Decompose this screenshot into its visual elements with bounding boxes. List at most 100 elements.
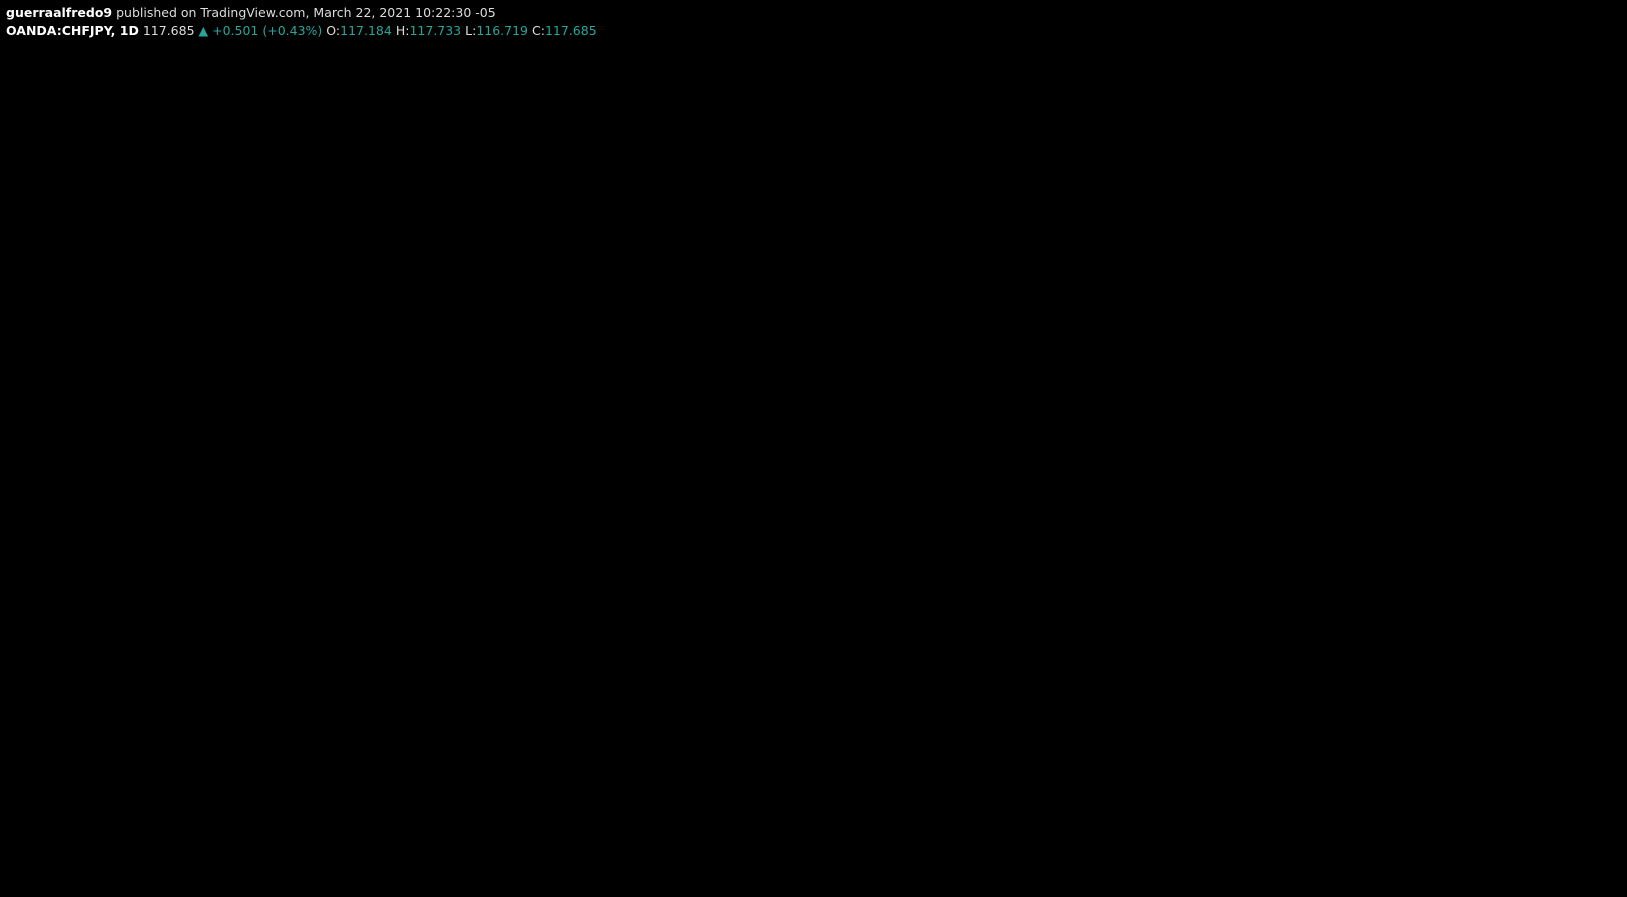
watermark-sub: Swiss Franc / Japanese Yen [474,448,1035,497]
candle-body [422,363,429,387]
watermark: CHFJPY, 1D [522,314,1077,431]
price-tag-label: 115.880 [1505,503,1549,514]
price-tag-label: 116.492 [1505,430,1548,441]
candle-body [968,470,975,482]
candle-body [941,434,948,471]
candle-body [633,398,640,423]
candle-body [704,374,711,387]
y-tick-label: 117.000 [1514,370,1555,381]
footer-bar [0,830,1627,897]
candle-body [1021,291,1027,304]
candle-body [801,303,807,340]
position-box [1064,310,1153,474]
candle-body [317,707,323,720]
candle-body [730,327,737,387]
candle-body [642,422,649,447]
candle-body [149,529,156,601]
candle-body [185,505,191,542]
zone [6,247,1154,307]
annotation: 2 [856,80,880,124]
o-value: 117.184 [340,23,392,38]
x-tick-label: 17 [1411,810,1424,821]
candle-body [431,351,438,387]
price-tag [1506,433,1554,446]
price-tag-label: 117.653 [1505,292,1548,303]
candle-body [475,303,482,387]
candle-body [237,624,244,673]
candle-body [413,363,420,399]
x-tick-label: 2021 [563,810,588,821]
candle-body [739,363,746,387]
candle-body [325,695,332,708]
last: 117.685 [142,23,195,38]
position-box [975,448,1045,518]
candle-body [211,636,218,696]
y-tick-label: 115.000 [1514,608,1555,619]
candle-body [906,351,913,375]
candle-body [202,588,209,637]
candle-body [669,363,675,387]
candle-body [132,553,139,566]
candle-body [105,481,112,518]
price-tag [1506,499,1554,512]
candle-body [713,339,719,387]
l-value: 116.719 [476,23,529,38]
candle-body [827,196,834,257]
candle-body [809,279,816,304]
price-tag [1506,457,1554,470]
x-tick-label: 15 [1013,810,1026,821]
candle-body [35,541,42,578]
candle-body [123,505,130,554]
x-tick-label: Apr [1125,810,1143,821]
position-box [1064,228,1153,310]
candle-body [281,612,288,637]
candle-body [387,434,394,518]
candle-body [686,351,693,411]
candle-body [783,351,790,375]
position-box [878,145,948,290]
candle-body [959,470,966,494]
candle-body [466,303,473,340]
candle-body [616,339,623,375]
candle-body [774,351,781,375]
candle-body [765,374,772,423]
y-tick-label: 114.200 [1514,703,1555,714]
candle-body [369,588,376,613]
candle-body [598,315,605,387]
price-tag [1506,444,1554,457]
h-value: 117.733 [409,23,462,38]
price-tag-label: 117.921 [1505,260,1548,271]
x-tick-label: 18 [660,810,673,821]
price-tag [1506,502,1554,515]
x-tick-label: 15 [837,810,850,821]
x-tick-label: Mar [922,810,942,821]
candle-body [273,577,279,613]
candle-body [792,339,799,375]
price-tag-label: 118.606 [1505,178,1549,189]
candle-body [950,434,957,494]
candle-body [405,374,411,399]
price-tag [1506,259,1554,272]
candle-body [985,386,992,399]
candle-body [17,553,24,625]
price-tag [1506,419,1554,432]
candle-body [519,398,526,435]
candle-body [61,517,68,578]
candle-body [457,315,464,340]
y-tick-label: 115.400 [1514,560,1555,571]
plot-frame [6,41,1506,804]
price-tag [1506,287,1554,314]
y-tick-label: 119.800 [1514,37,1555,48]
candle-body [493,351,499,375]
y-tick-label: 118.600 [1514,180,1555,191]
candle-body [880,374,887,423]
price-tag-label: 117.685 [1505,288,1548,299]
candle-body [79,505,86,530]
price-tag [1506,134,1554,147]
y-tick-label: 116.600 [1514,418,1555,429]
candle-body [1047,327,1054,354]
o-label: O: [326,23,341,38]
candle-body [70,505,77,518]
candle-body [114,481,121,506]
